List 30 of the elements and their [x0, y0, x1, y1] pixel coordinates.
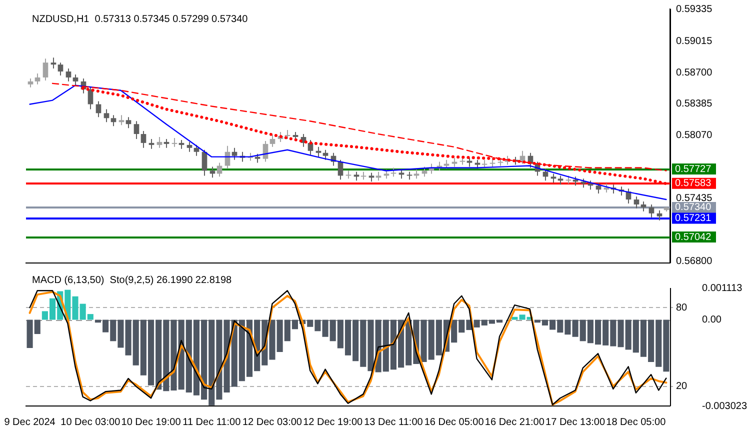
x-tick-label: 12 Dec 03:00	[242, 416, 302, 428]
x-tick-label: 9 Dec 2024	[4, 416, 56, 428]
x-tick-label: 10 Dec 19:00	[121, 416, 182, 428]
x-tick-label: 10 Dec 03:00	[60, 416, 121, 428]
chart-title: MACD (6,13,50) Sto(9,2,5) 26.1990 22.8198	[32, 274, 232, 286]
y-tick-label: 0.58070	[676, 130, 713, 141]
y-tick-label: 0.57435	[676, 192, 713, 204]
text: NZDUSD,H1 0.57313 0.57345 0.57299 0.57340	[32, 14, 248, 25]
x-tick-label: 11 Dec 11:00	[182, 416, 242, 428]
y-tick-label: 0.56800	[676, 256, 713, 267]
ref-line-label: 0.57583	[675, 178, 712, 190]
x-tick-label: 16 Dec 21:00	[484, 416, 545, 428]
x-tick-label: 12 Dec 19:00	[303, 416, 364, 428]
x-tick-label: 18 Dec 05:00	[606, 416, 666, 428]
y-tick-label: 0.59335	[676, 4, 713, 16]
y-tick-label: 0.58385	[676, 98, 713, 110]
y-tick-label: 80	[676, 302, 688, 314]
ref-line-label: 0.57042	[675, 232, 712, 243]
y2-tick-label: 0.001113	[702, 282, 743, 294]
ref-line-label: 0.57231	[675, 213, 712, 224]
x-tick-label: 13 Dec 11:00	[364, 416, 424, 428]
y2-tick-label: 0.00	[702, 314, 722, 326]
x-tick-label: 17 Dec 13:00	[546, 416, 606, 428]
y-tick-label: 0.59015	[676, 36, 713, 47]
y-tick-label: 20	[676, 381, 688, 392]
x-tick-label: 16 Dec 05:00	[424, 416, 484, 428]
y2-tick-label: -0.003023	[702, 400, 748, 412]
ref-line-label: 0.57727	[675, 164, 712, 175]
ref-line-label: 0.57340	[675, 202, 712, 214]
y-tick-label: 0.58700	[676, 67, 713, 78]
